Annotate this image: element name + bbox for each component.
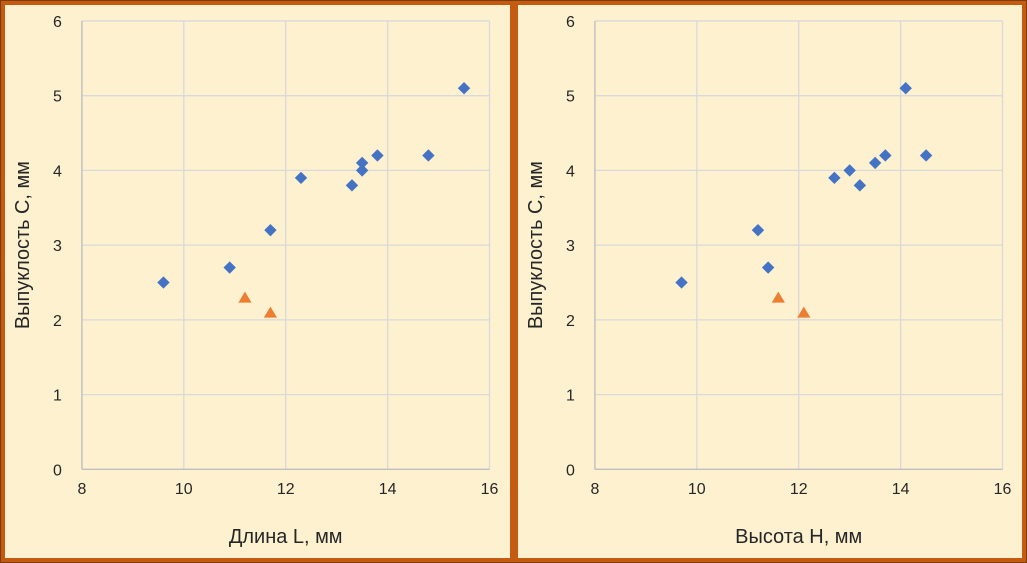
y-axis-tick-label: 6: [566, 14, 575, 31]
chart-panel-height: 0 1 2 3 4 5 6 8 10 12 14 16 Высота H, мм Выпуклость С…: [513, 1, 1026, 562]
diamond-data-point: [264, 224, 277, 237]
x-axis-title: Высота H, мм: [735, 526, 862, 548]
diamond-data-point: [761, 261, 774, 274]
diamond-data-point: [294, 171, 308, 185]
diamond-data-point: [751, 224, 764, 237]
x-axis-tick-label: 16: [993, 481, 1011, 498]
y-axis-tick-label: 1: [566, 388, 575, 405]
diamond-data-point: [345, 179, 359, 192]
chart-panel-length: 0 1 2 3 4 5 6 8 10 12 14 16 Длина L, мм Выпуклость С,…: [1, 1, 514, 562]
diamond-data-point: [223, 261, 236, 274]
x-axis-tick-label: 10: [175, 481, 193, 498]
triangle-data-point: [238, 291, 252, 303]
diamond-data-point: [868, 156, 881, 170]
y-axis-tick-label: 4: [53, 163, 62, 180]
x-axis-tick-label: 8: [590, 481, 599, 498]
y-axis-tick-label: 3: [53, 238, 62, 255]
diamond-data-point: [422, 149, 435, 162]
x-axis-tick-label: 12: [789, 481, 807, 498]
y-axis-tick-label: 6: [53, 14, 62, 31]
triangle-data-point: [796, 306, 810, 318]
y-axis-tick-label: 4: [566, 163, 575, 180]
x-axis-tick-label: 14: [891, 481, 909, 498]
diamond-data-point: [674, 276, 688, 289]
y-axis-tick-label: 3: [566, 238, 575, 255]
y-axis-tick-label: 2: [566, 313, 575, 330]
triangle-data-point: [263, 306, 278, 318]
x-axis-tick-label: 16: [481, 481, 499, 498]
y-axis-tick-label: 5: [566, 89, 575, 106]
x-axis-tick-label: 8: [77, 481, 86, 498]
y-axis-tick-label: 1: [53, 388, 62, 405]
diamond-data-point: [878, 149, 892, 162]
x-axis-tick-label: 14: [379, 481, 397, 498]
diamond-data-point: [355, 156, 369, 170]
diamond-data-point: [157, 276, 170, 289]
diamond-data-point: [827, 171, 841, 185]
y-axis-tick-label: 0: [53, 462, 62, 479]
y-axis-tick-label: 2: [53, 313, 62, 330]
x-axis-title: Длина L, мм: [229, 526, 343, 548]
diamond-data-point: [457, 82, 471, 95]
y-axis-tick-label: 5: [53, 89, 62, 106]
diamond-data-point: [919, 149, 932, 162]
diamond-data-point: [371, 149, 384, 162]
triangle-data-point: [771, 291, 785, 303]
y-axis-title: Выпуклость С, мм: [12, 161, 34, 329]
x-axis-tick-label: 12: [277, 481, 295, 498]
diamond-data-point: [899, 82, 912, 95]
diamond-data-point: [842, 164, 856, 177]
diamond-data-point: [853, 179, 866, 192]
y-axis-tick-label: 0: [566, 462, 575, 479]
y-axis-title: Выпуклость С, мм: [524, 161, 546, 329]
x-axis-tick-label: 10: [687, 481, 705, 498]
